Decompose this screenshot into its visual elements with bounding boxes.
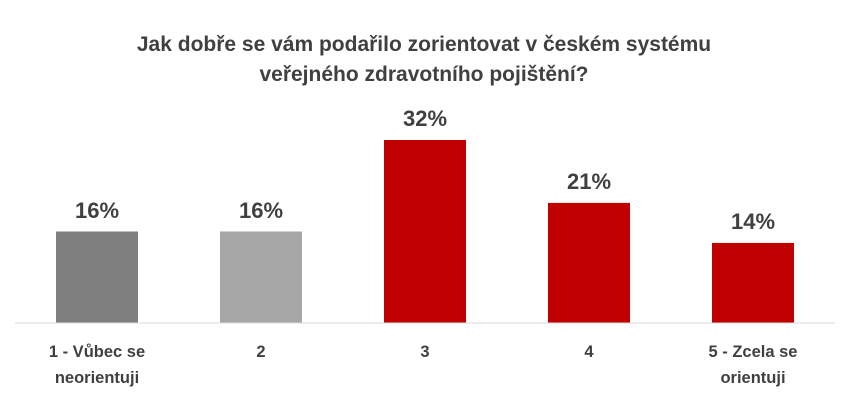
x-tick-label: 3 (420, 343, 430, 361)
value-label: 14% (730, 208, 776, 234)
chart-title: Jak dobře se vám podařilo zorientovat v … (136, 33, 712, 86)
bar (220, 231, 302, 323)
x-tick-label: 5 - Zcela se orientuji (708, 343, 798, 387)
value-label: 16% (238, 197, 284, 223)
value-label: 32% (402, 106, 448, 131)
x-tick-label: 2 (256, 343, 266, 361)
bar (712, 242, 794, 323)
bar (56, 231, 138, 323)
bar (548, 202, 630, 323)
bar (384, 140, 466, 323)
x-tick-label: 1 - Vůbec se neorientuji (48, 343, 146, 387)
value-label: 21% (566, 168, 612, 194)
x-tick-label: 4 (584, 343, 594, 361)
value-label: 16% (74, 197, 120, 223)
